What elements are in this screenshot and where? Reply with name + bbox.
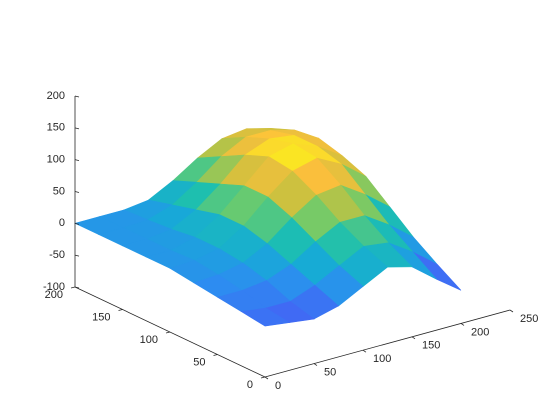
x-tick-label: 50 <box>324 367 336 379</box>
z-tick-label: 0 <box>59 217 65 229</box>
z-tick-label: 100 <box>47 154 65 166</box>
y-tick-label: 0 <box>247 379 253 391</box>
x-tick <box>362 349 367 353</box>
y-tick-label: 150 <box>92 311 110 323</box>
z-tick <box>74 95 80 98</box>
z-tick-label: 200 <box>47 90 65 102</box>
z-tick-label: 50 <box>53 185 65 197</box>
x-tick <box>509 309 514 313</box>
z-tick <box>74 254 80 257</box>
y-tick-label: 200 <box>45 289 63 301</box>
y-tick-label: 50 <box>193 356 205 368</box>
z-tick <box>74 127 80 130</box>
y-tick <box>70 286 76 289</box>
x-tick-label: 0 <box>275 380 281 392</box>
y-tick <box>165 331 171 334</box>
x-tick <box>313 363 318 366</box>
x-tick-label: 250 <box>520 313 538 325</box>
z-tick <box>74 191 80 193</box>
x-tick <box>460 323 465 326</box>
z-tick-label: -100 <box>43 281 65 293</box>
y-tick <box>260 376 266 379</box>
x-tick <box>411 336 416 340</box>
y-tick-label: 100 <box>140 334 158 346</box>
z-tick-label: -50 <box>49 249 65 261</box>
y-tick <box>213 354 218 356</box>
x-tick-label: 150 <box>422 340 440 352</box>
x-tick <box>264 376 269 380</box>
z-tick <box>74 159 80 162</box>
x-axis <box>264 309 511 378</box>
surface-patch <box>240 307 291 327</box>
z-tick <box>74 286 80 289</box>
x-tick-label: 200 <box>471 326 489 338</box>
z-tick-label: 150 <box>47 122 65 134</box>
y-tick <box>118 309 123 311</box>
x-tick-label: 100 <box>373 353 391 365</box>
z-tick <box>74 222 80 225</box>
